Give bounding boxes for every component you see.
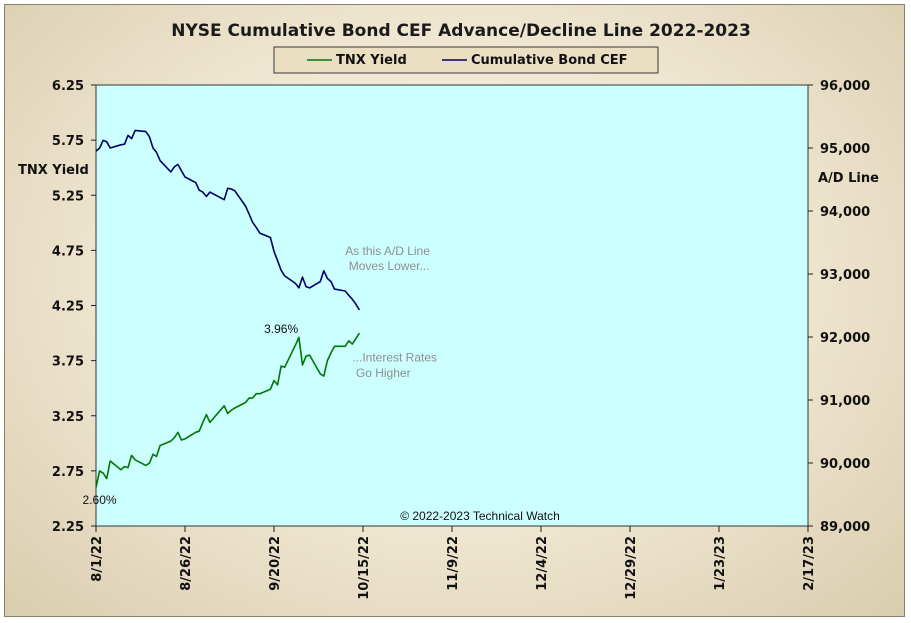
x-tick-label: 1/23/23 xyxy=(713,536,728,591)
right-tick-label: 89,000 xyxy=(820,520,870,535)
x-tick-label: 12/4/22 xyxy=(535,536,550,591)
copyright-notice: © 2022-2023 Technical Watch xyxy=(400,509,560,523)
tnx-yield-line xyxy=(95,332,361,488)
right-tick-label: 91,000 xyxy=(820,394,870,409)
annotation-text: Go Higher xyxy=(356,366,411,380)
left-tick-label: 2.25 xyxy=(52,520,84,535)
right-tick-label: 90,000 xyxy=(820,457,870,472)
x-tick-label: 8/1/22 xyxy=(90,536,105,582)
legend: TNX Yield Cumulative Bond CEF xyxy=(273,46,659,74)
x-tick-label: 2/17/23 xyxy=(802,536,817,591)
value-label: 3.96% xyxy=(264,322,298,336)
left-tick-label: 5.25 xyxy=(52,189,84,204)
chart-title: NYSE Cumulative Bond CEF Advance/Decline… xyxy=(171,21,751,41)
right-tick-label: 93,000 xyxy=(820,268,870,283)
left-tick-label: 2.75 xyxy=(52,465,84,480)
x-tick-label: 9/20/22 xyxy=(268,536,283,591)
right-tick-label: 96,000 xyxy=(820,79,870,94)
x-tick-label: 10/15/22 xyxy=(357,536,372,600)
right-tick-label: 95,000 xyxy=(820,142,870,157)
x-axis-ticks: 8/1/22 8/26/22 9/20/22 10/15/22 11/9/22 12/4/… xyxy=(90,526,817,600)
right-axis-label: A/D Line xyxy=(818,171,879,186)
series-layer xyxy=(95,129,361,488)
x-tick-label: 12/29/22 xyxy=(624,536,639,600)
right-axis-ticks: 96,000 95,000 94,000 93,000 92,000 91,000 90,0… xyxy=(808,79,870,535)
left-axis-label: TNX Yield xyxy=(18,163,89,178)
annotation-text: As this A/D Line xyxy=(345,244,430,258)
right-tick-label: 92,000 xyxy=(820,331,870,346)
left-tick-label: 3.75 xyxy=(52,355,84,370)
value-label: 2.60% xyxy=(83,493,117,507)
left-tick-label: 5.75 xyxy=(52,134,84,149)
cumulative-bond-cef-line xyxy=(95,129,361,311)
annotation-text: Moves Lower... xyxy=(349,259,430,273)
left-tick-label: 4.75 xyxy=(52,244,84,259)
x-tick-label: 8/26/22 xyxy=(179,536,194,591)
legend-entry-cef: Cumulative Bond CEF xyxy=(471,53,628,68)
annotation-text: ...Interest Rates xyxy=(352,351,437,365)
plot-area xyxy=(95,84,809,527)
left-tick-label: 6.25 xyxy=(52,79,84,94)
legend-entry-tnx: TNX Yield xyxy=(336,53,407,68)
x-tick-label: 11/9/22 xyxy=(446,536,461,591)
right-tick-label: 94,000 xyxy=(820,205,870,220)
left-tick-label: 3.25 xyxy=(52,410,84,425)
left-tick-label: 4.25 xyxy=(52,300,84,315)
left-axis-ticks: 6.25 5.75 5.25 4.75 4.25 3.75 3.25 2.75 2.25 xyxy=(52,79,96,535)
